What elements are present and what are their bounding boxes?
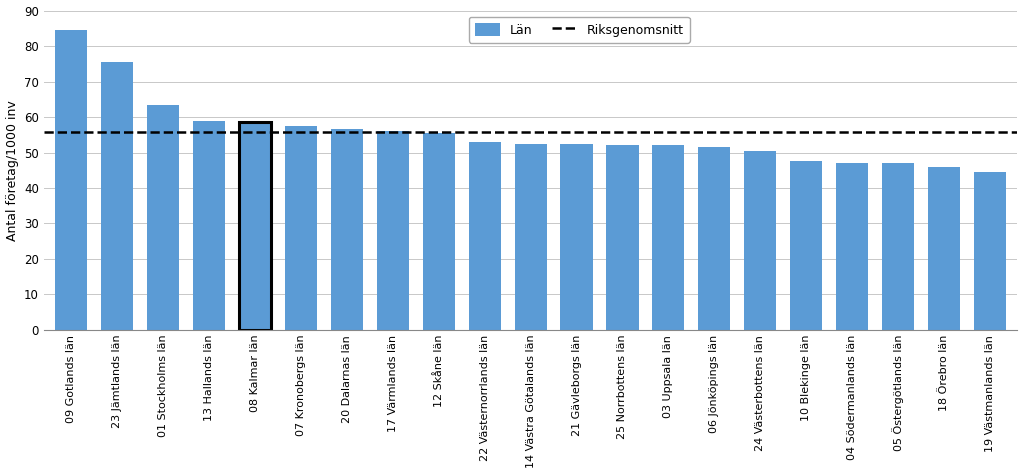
Bar <box>55 30 88 330</box>
Bar <box>974 172 1006 330</box>
Bar <box>515 144 546 330</box>
Bar <box>469 142 501 330</box>
Bar <box>239 122 271 330</box>
Bar <box>744 151 776 330</box>
Bar <box>376 131 409 330</box>
Bar <box>101 62 133 330</box>
Bar <box>790 161 822 330</box>
Bar <box>147 105 179 330</box>
Bar <box>422 133 455 330</box>
Y-axis label: Antal företag/1000 inv: Antal företag/1000 inv <box>5 100 18 241</box>
Bar <box>653 146 684 330</box>
Bar <box>285 126 317 330</box>
Bar <box>928 167 960 330</box>
Bar <box>193 120 225 330</box>
Bar <box>561 144 592 330</box>
Legend: Län, Riksgenomsnitt: Län, Riksgenomsnitt <box>469 17 690 43</box>
Bar <box>330 129 363 330</box>
Bar <box>836 163 869 330</box>
Bar <box>607 146 638 330</box>
Bar <box>882 163 915 330</box>
Bar <box>699 147 730 330</box>
